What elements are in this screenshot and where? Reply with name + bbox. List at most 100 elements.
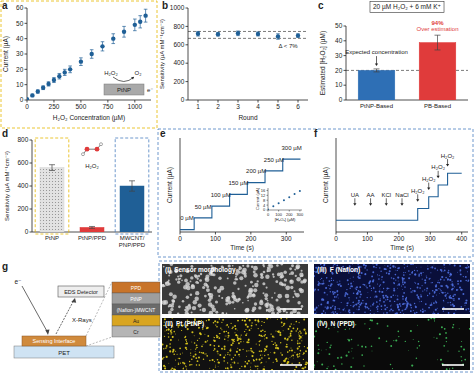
speckle: [198, 357, 200, 359]
speckle: [429, 278, 431, 280]
speckle: [366, 297, 367, 298]
diagram: gPETSensing Interfacee⁻X-RaysEDS Detecto…: [2, 261, 471, 371]
speckle: [177, 281, 180, 284]
speckle: [465, 276, 467, 278]
speckle: [225, 335, 227, 337]
x-tick-label: 300: [425, 235, 436, 242]
speckle: [468, 279, 470, 281]
speckle: [250, 281, 253, 284]
annotation: UA: [351, 192, 359, 198]
speckle: [358, 274, 359, 275]
speckle: [380, 298, 381, 299]
speckle: [254, 319, 256, 321]
speckle: [422, 308, 424, 310]
speckle: [271, 297, 273, 299]
speckle: [364, 311, 365, 312]
speckle: [461, 360, 462, 361]
speckle: [346, 293, 348, 295]
speckle: [353, 357, 354, 358]
speckle: [267, 300, 269, 302]
speckle: [441, 326, 443, 328]
error-bar: [296, 34, 300, 38]
speckle: [351, 284, 352, 285]
speckle: [375, 291, 377, 293]
error-cap: [79, 57, 83, 58]
speckle: [192, 306, 196, 310]
speckle: [239, 368, 240, 369]
y-tick: [267, 190, 269, 191]
x-tick-label: 6: [296, 103, 300, 110]
speckle: [253, 360, 255, 362]
speckle: [439, 333, 441, 335]
speckle: [411, 365, 413, 367]
speckle: [334, 264, 336, 265]
speckle: [234, 341, 235, 342]
speckle: [177, 275, 179, 277]
speckle: [397, 280, 399, 282]
speckle: [357, 292, 359, 294]
speckle: [444, 295, 446, 297]
speckle: [386, 288, 388, 290]
speckle: [334, 296, 336, 298]
y-tick: [30, 232, 33, 233]
error-cap: [49, 170, 55, 171]
speckle: [253, 365, 255, 367]
speckle: [291, 340, 292, 341]
error-cap: [89, 226, 95, 227]
speckle: [398, 284, 399, 285]
speckle: [325, 312, 326, 313]
speckle: [170, 330, 172, 332]
speckle: [414, 303, 415, 304]
speckle: [314, 336, 315, 338]
arrow: [428, 183, 429, 189]
speckle: [205, 342, 206, 343]
speckle: [434, 320, 435, 321]
speckle: [199, 309, 201, 311]
speckle: [454, 294, 456, 296]
chart-panel: 04812160100200300[H₂O₂] (µM)Current (µA): [255, 187, 304, 222]
speckle: [400, 312, 401, 313]
speckle: [286, 362, 288, 364]
speckle: [415, 305, 416, 306]
marks: [336, 173, 462, 220]
speckle: [330, 344, 331, 345]
image-numeral: (III): [317, 266, 327, 274]
speckle: [303, 319, 305, 321]
speckle: [228, 300, 232, 304]
speckle: [454, 286, 455, 287]
point: [272, 205, 274, 207]
arrow: [447, 159, 448, 165]
speckle: [263, 271, 266, 274]
speckle: [190, 354, 192, 356]
y-axis-title: Current (µA): [2, 36, 10, 72]
speckle: [262, 282, 265, 285]
speckle: [244, 320, 245, 321]
y-tick: [25, 8, 28, 9]
annotation: 100 µM: [211, 192, 231, 198]
speckle: [297, 354, 299, 356]
speckle: [338, 284, 340, 286]
x-tick-label: 200: [286, 212, 293, 217]
speckle: [394, 301, 395, 302]
speckle: [418, 341, 419, 342]
y-tick-label: 20: [16, 66, 24, 73]
speckle: [294, 268, 296, 270]
speckle: [198, 327, 200, 329]
speckle: [242, 319, 243, 320]
speckle: [291, 356, 292, 357]
speckle: [206, 320, 207, 321]
speckle: [390, 364, 392, 366]
speckle: [427, 265, 429, 267]
panel-label: b: [162, 0, 168, 11]
atom: [95, 147, 100, 152]
point: [294, 193, 296, 195]
speckle: [385, 290, 387, 292]
y-axis-title: Sensitivity (µA mM⁻¹cm⁻²): [4, 151, 10, 221]
error-cap: [90, 49, 94, 50]
error-bar: [47, 82, 51, 86]
annotation: H₂O₂: [441, 153, 455, 159]
speckle: [336, 290, 338, 292]
x-tick-label: 100: [210, 235, 221, 242]
speckle: [183, 285, 187, 289]
speckle: [227, 277, 229, 279]
